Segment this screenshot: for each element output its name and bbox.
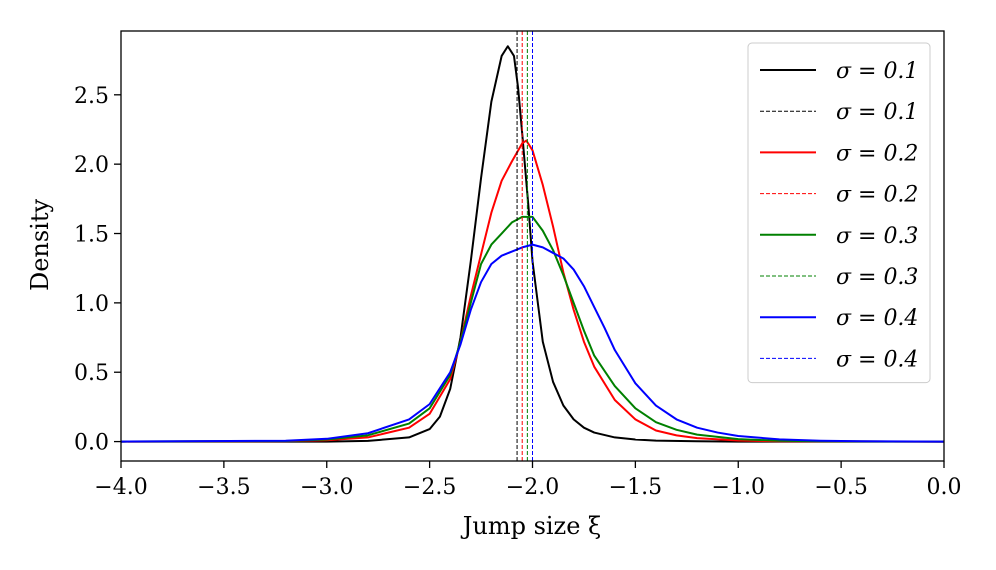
x-axis-ticks: −4.0 −3.5 −3.0 −2.5 −2.0 −1.5 −1.0 −0.5 0.0 [94,461,962,500]
legend-label-5: σ = 0.3 [836,224,918,249]
legend-label-6: σ = 0.3 [836,265,918,290]
series-line-5 [121,215,944,443]
legend-box [747,42,931,384]
series-line-1 [121,45,944,443]
legend: σ = 0.1 σ = 0.1 σ = 0.2 σ = 0.2 σ = 0.3 σ = 0… [747,42,931,384]
y-axis-ticks: 0.0 0.5 1.0 1.5 2.0 2.5 [74,84,121,456]
y-axis-label: Density [26,199,54,292]
y-tick-label: 0.5 [74,361,109,386]
x-tick-label: −3.5 [197,475,250,500]
y-tick-label: 2.0 [74,153,109,178]
x-tick-label: 0.0 [927,475,962,500]
legend-label-1: σ = 0.1 [836,59,918,84]
x-tick-label: −4.0 [94,475,147,500]
series-group [121,31,944,461]
x-tick-label: −1.5 [609,475,662,500]
x-tick-label: −2.0 [506,475,559,500]
x-tick-label: −0.5 [814,475,867,500]
y-tick-label: 0.0 [74,431,109,456]
series-line-7 [121,243,944,443]
x-axis-label: Jump size ξ [460,512,602,540]
x-tick-label: −2.5 [403,475,456,500]
y-tick-label: 2.5 [74,84,109,109]
legend-label-2: σ = 0.1 [836,100,918,125]
legend-label-7: σ = 0.4 [836,306,918,331]
y-tick-label: 1.0 [74,292,109,317]
legend-label-3: σ = 0.2 [836,141,918,166]
x-tick-label: −3.0 [300,475,353,500]
legend-label-4: σ = 0.2 [836,183,918,208]
y-tick-label: 1.5 [74,223,109,248]
x-tick-label: −1.0 [712,475,765,500]
series-line-3 [121,139,944,443]
legend-label-8: σ = 0.4 [836,347,918,372]
